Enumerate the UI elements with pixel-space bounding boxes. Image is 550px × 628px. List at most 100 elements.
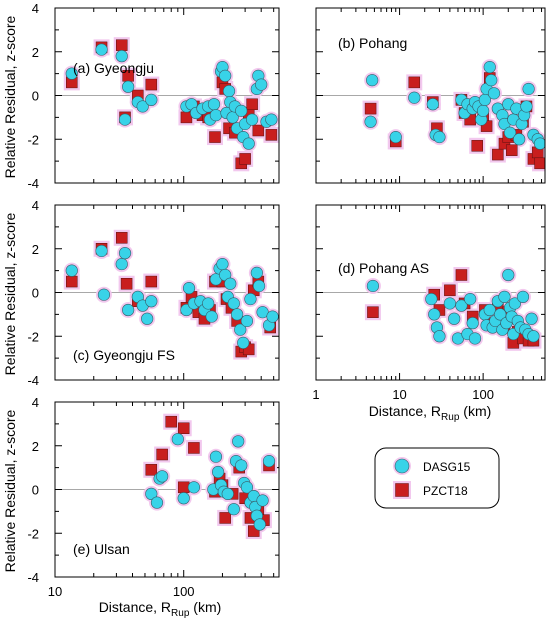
markers [63,229,279,360]
pzct18-point [145,275,158,288]
panel-5: 4 2 0 -2 -4 10 100 (e) Ulsan [27,395,280,599]
panel-frame [54,7,280,184]
legend-marker-pzct18 [395,483,409,497]
y-tick-label: 2 [32,45,39,60]
dasg15-point [231,308,244,321]
dasg15-point [97,288,111,301]
pzct18-point [252,124,265,137]
dasg15-point [389,130,402,144]
pzct18-point [247,525,260,537]
x-tick-label: 100 [472,387,494,402]
pzct18-point [115,232,128,244]
dasg15-point [235,459,248,472]
y-tick-label: -4 [27,570,39,585]
dasg15-point [425,292,438,306]
dasg15-point [156,470,169,483]
dasg15-point [232,435,245,448]
dasg15-point [240,314,254,328]
panel-4: 1 10 100 (d) Pohang AS [312,204,546,402]
dasg15-point [141,312,154,325]
dasg15-point [177,492,190,505]
dasg15-point [221,487,234,500]
dasg15-point [136,100,149,113]
markers [364,267,542,351]
dasg15-point [224,277,237,290]
y-tick-label: 4 [32,1,39,16]
dasg15-point [266,310,279,323]
pzct18-point [505,144,518,156]
dasg15-point [242,137,255,150]
pzct18-point [239,153,251,165]
dasg15-point [95,43,108,56]
dasg15-point [237,336,250,349]
dasg15-point [250,266,263,279]
markers [362,59,545,172]
dasg15-point [466,317,479,330]
dasg15-point [253,518,266,531]
dasg15-point [502,268,515,282]
pzct18-point [471,140,483,152]
dasg15-point [408,91,421,104]
dasg15-point [516,290,530,303]
dasg15-point [118,247,132,260]
dasg15-point [527,330,540,343]
dasg15-point [171,433,184,446]
dasg15-point [477,104,490,117]
dasg15-point [150,496,164,509]
y-axis-title-top: Relative Residual, z-score [2,15,18,178]
dasg15-point [522,82,535,96]
y-tick-label: 0 [32,286,39,301]
markers [143,413,278,540]
pzct18-point [444,284,456,297]
y-tick-label: 0 [32,89,39,104]
dasg15-point [244,292,257,306]
dasg15-point [487,87,501,100]
pzct18-point [534,157,545,170]
dasg15-point [508,297,522,310]
pzct18-point [408,76,421,89]
x-tick-label: 10 [48,584,62,599]
dasg15-point [533,137,545,150]
pzct18-point [177,481,190,494]
panel-2: (b) Pohang [315,7,546,184]
y-tick-label: 2 [32,439,39,454]
dasg15-point [468,332,482,345]
dasg15-point [483,60,496,74]
dasg15-point [252,279,266,293]
panels-layer: 4 2 0 -2 -4 (a) Gyeongju (b) Pohang 4 2 0 -2 -4 (c) … [27,1,546,599]
y-tick-label: -2 [27,132,39,147]
dasg15-point [65,264,78,277]
pzct18-point [209,131,221,143]
y-tick-label: 0 [32,483,39,498]
legend-marker-dasg15 [394,458,410,474]
dasg15-point [525,312,538,325]
pzct18-point [367,306,379,318]
dasg15-point [209,450,223,463]
dasg15-point [115,257,128,271]
dasg15-point [485,74,498,87]
y-tick-label: -2 [27,329,39,344]
pzct18-point [145,464,158,476]
dasg15-point [366,279,380,293]
panel-frame [315,204,546,381]
dasg15-point [182,282,196,295]
dasg15-point [443,297,456,310]
y-tick-label: 2 [32,242,39,257]
dasg15-point [433,330,446,343]
panel-frame [54,204,280,381]
dasg15-point [122,80,135,93]
panel-frame [54,401,280,578]
legend: DASG15 PZCT18 [374,447,500,509]
panel-label: (e) Ulsan [73,541,130,557]
dasg15-point [464,292,477,306]
dasg15-point [426,98,439,111]
panel-label: (d) Pohang AS [338,260,429,276]
x-tick-label: 1 [312,387,319,402]
x-tick-label: 10 [392,387,406,402]
dasg15-point [455,299,468,312]
x-axis-title-left: Distance, RRup (km) [99,599,222,619]
dasg15-point [145,295,158,308]
y-tick-label: -4 [27,176,39,191]
panel-frame [315,7,546,184]
